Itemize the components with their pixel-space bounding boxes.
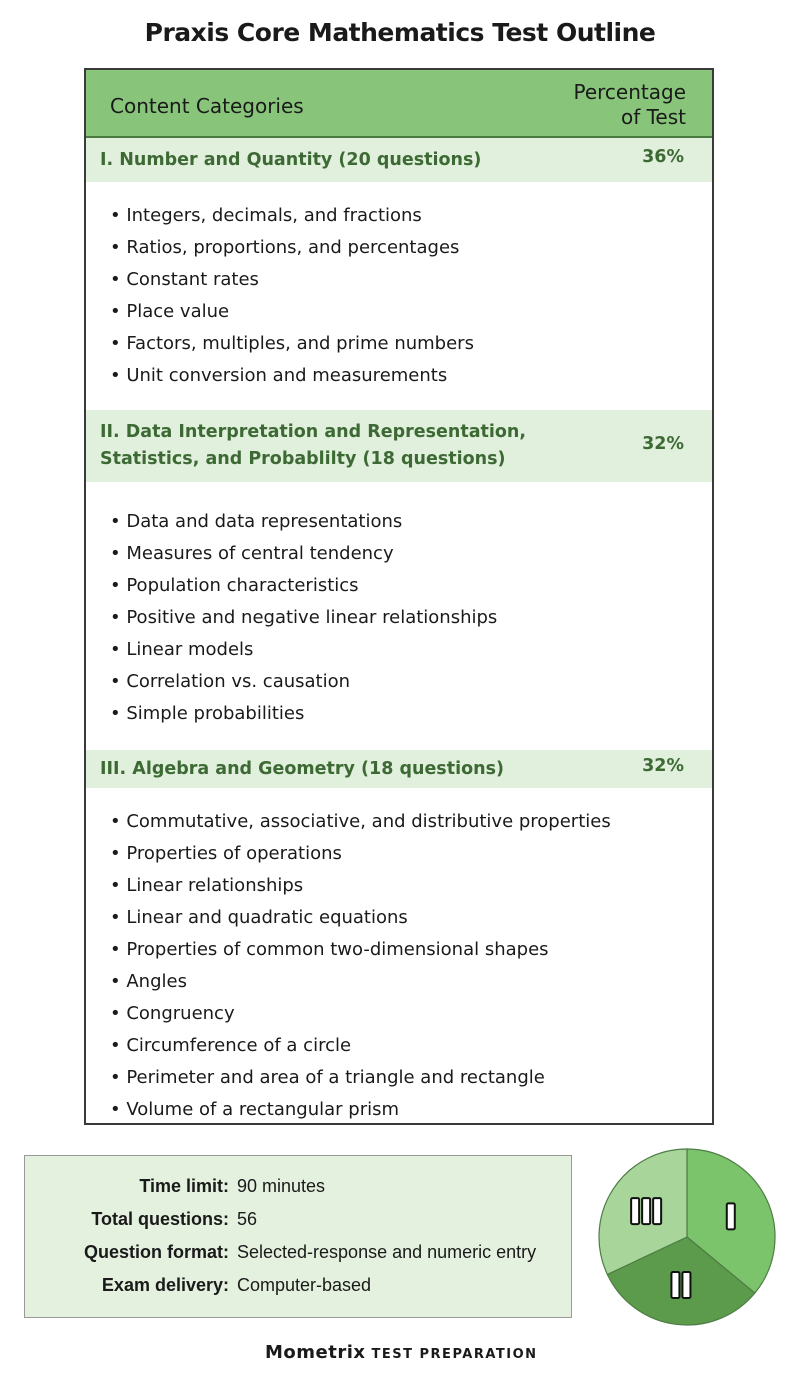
list-item: Linear relationships <box>110 870 712 902</box>
info-value: Selected-response and numeric entry <box>237 1242 537 1262</box>
pie-chart <box>598 1148 776 1326</box>
logo-brand: Mometrix <box>265 1342 366 1363</box>
section-name: II. Data Interpretation and Representati… <box>100 422 527 469</box>
list-item: Volume of a rectangular prism <box>110 1094 712 1126</box>
list-item: Constant rates <box>110 264 712 296</box>
page-title: Praxis Core Mathematics Test Outline <box>144 18 656 47</box>
info-value: 56 <box>237 1209 258 1229</box>
pie-slice-II <box>606 1236 756 1326</box>
numeral-stroke <box>670 1271 681 1300</box>
section-percent: 32% <box>642 434 684 454</box>
info-label: Time limit: <box>139 1176 229 1196</box>
info-row: Question format: Selected-response and nu… <box>25 1242 573 1266</box>
info-value: 90 minutes <box>237 1176 326 1196</box>
section-header: II. Data Interpretation and Representati… <box>86 410 712 482</box>
list-item: Angles <box>110 966 712 998</box>
info-label: Exam delivery: <box>101 1275 229 1295</box>
pie-label-III <box>630 1197 663 1226</box>
section-percent: 36% <box>642 147 684 167</box>
list-item: Perimeter and area of a triangle and rec… <box>110 1062 712 1094</box>
numeral-stroke <box>630 1197 641 1226</box>
table-header: Content Categories Percentage of Test <box>86 70 712 138</box>
list-item: Data and data representations <box>110 506 712 538</box>
info-label: Total questions: <box>91 1209 229 1229</box>
logo-sub: TEST PREPARATION <box>371 1347 538 1362</box>
numeral-stroke <box>681 1271 692 1300</box>
list-item: Place value <box>110 296 712 328</box>
list-item: Linear models <box>110 634 712 666</box>
numeral-stroke <box>725 1202 736 1231</box>
header-percentage: Percentage of Test <box>573 80 686 129</box>
list-item: Integers, decimals, and fractions <box>110 200 712 232</box>
list-item: Unit conversion and measurements <box>110 360 712 392</box>
info-row: Exam delivery: Computer-based <box>25 1275 573 1299</box>
list-item: Positive and negative linear relationshi… <box>110 602 712 634</box>
info-row: Total questions: 56 <box>25 1209 573 1233</box>
numeral-stroke <box>641 1197 652 1226</box>
list-item: Population characteristics <box>110 570 712 602</box>
topic-list: Commutative, associative, and distributi… <box>86 788 712 1126</box>
list-item: Properties of common two-dimensional sha… <box>110 934 712 966</box>
topic-list: Data and data representationsMeasures of… <box>86 482 712 750</box>
section-name: I. Number and Quantity (20 questions) <box>100 150 482 170</box>
list-item: Factors, multiples, and prime numbers <box>110 328 712 360</box>
info-value: Computer-based <box>237 1275 372 1295</box>
list-item: Ratios, proportions, and percentages <box>110 232 712 264</box>
info-label: Question format: <box>83 1242 229 1262</box>
header-categories: Content Categories <box>110 94 304 118</box>
list-item: Properties of operations <box>110 838 712 870</box>
exam-info-box: Time limit: 90 minutes Total questions: 56 Q… <box>24 1155 572 1318</box>
numeral-stroke <box>652 1197 663 1226</box>
section-header: III. Algebra and Geometry (18 questions)… <box>86 750 712 788</box>
topic-list: Integers, decimals, and fractionsRatios,… <box>86 182 712 410</box>
mometrix-logo: Mometrix TEST PREPARATION <box>265 1342 538 1363</box>
info-row: Time limit: 90 minutes <box>25 1176 573 1200</box>
section-name: III. Algebra and Geometry (18 questions) <box>100 759 504 779</box>
outline-table: Content Categories Percentage of Test I.… <box>84 68 714 1125</box>
list-item: Measures of central tendency <box>110 538 712 570</box>
list-item: Correlation vs. causation <box>110 666 712 698</box>
list-item: Congruency <box>110 998 712 1030</box>
pie-label-II <box>670 1271 692 1300</box>
list-item: Commutative, associative, and distributi… <box>110 806 712 838</box>
section-header: I. Number and Quantity (20 questions) 36% <box>86 138 712 182</box>
list-item: Linear and quadratic equations <box>110 902 712 934</box>
list-item: Simple probabilities <box>110 698 712 730</box>
pie-label-I <box>725 1202 736 1231</box>
section-percent: 32% <box>642 756 684 776</box>
list-item: Circumference of a circle <box>110 1030 712 1062</box>
